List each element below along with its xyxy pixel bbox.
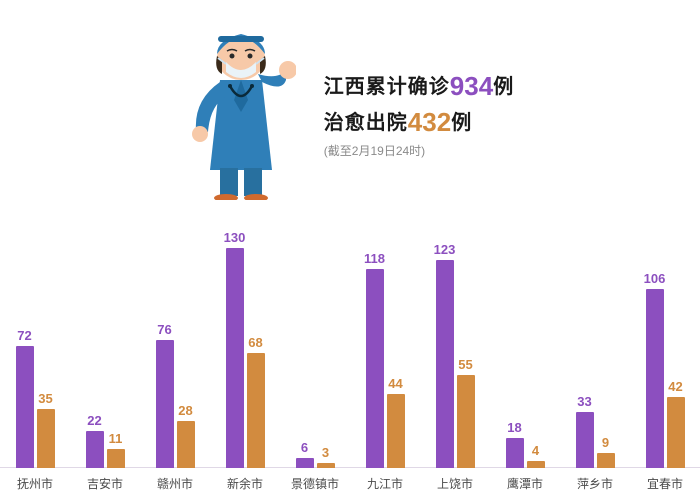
cured-value-label: 55 [458,357,472,372]
cured-value-label: 42 [668,379,682,394]
x-axis-label: 新余市 [227,475,263,492]
bar-group: 10642宜春市 [630,220,700,468]
cured-bar: 68 [247,353,265,468]
bar-group: 63景德镇市 [280,220,350,468]
cured-value-label: 28 [178,403,192,418]
cured-bar: 44 [387,394,405,468]
cured-value-label: 3 [322,445,329,460]
cured-value-label: 11 [109,431,123,446]
confirmed-bar: 76 [156,340,174,468]
confirmed-bar: 22 [86,431,104,468]
confirmed-bar: 72 [16,346,34,468]
cured-number: 432 [408,107,451,137]
confirmed-bar: 6 [296,458,314,468]
date-note: (截至2月19日24时) [324,142,514,159]
cured-bar: 11 [107,449,125,468]
cured-value-label: 35 [38,391,52,406]
doctor-illustration [186,20,296,200]
cured-unit: 例 [451,112,472,134]
x-axis-label: 吉安市 [87,475,123,492]
x-axis-label: 九江市 [367,475,403,492]
bar-group: 7235抚州市 [0,220,70,468]
bar-group: 2211吉安市 [70,220,140,468]
bar-group: 13068新余市 [210,220,280,468]
bar-group: 339萍乡市 [560,220,630,468]
cured-bar: 28 [177,421,195,468]
confirmed-bar: 18 [506,438,524,468]
confirmed-value-label: 76 [157,322,171,337]
confirmed-label: 江西累计确诊 [324,76,450,98]
x-axis-label: 鹰潭市 [507,475,543,492]
x-axis-label: 萍乡市 [577,475,613,492]
x-axis-label: 宜春市 [647,475,683,492]
x-axis-label: 上饶市 [437,475,473,492]
confirmed-value-label: 118 [364,251,385,266]
cured-bar: 3 [317,463,335,468]
cured-bar: 42 [667,397,685,468]
headline: 江西累计确诊934例 治愈出院432例 (截至2月19日24时) [324,20,514,159]
confirmed-value-label: 18 [507,420,521,435]
header: 江西累计确诊934例 治愈出院432例 (截至2月19日24时) [0,20,700,220]
confirmed-value-label: 72 [17,328,31,343]
cured-value-label: 4 [532,443,539,458]
confirmed-value-label: 130 [224,230,246,245]
confirmed-unit: 例 [493,76,514,98]
confirmed-value-label: 33 [577,394,591,409]
x-axis-label: 赣州市 [157,475,193,492]
cured-value-label: 44 [388,376,402,391]
cured-label: 治愈出院 [324,112,408,134]
cured-bar: 35 [37,409,55,468]
confirmed-bar: 118 [366,269,384,468]
confirmed-bar: 123 [436,260,454,468]
confirmed-value-label: 22 [87,413,101,428]
confirmed-value-label: 106 [644,271,666,286]
x-axis-label: 抚州市 [17,475,53,492]
confirmed-value-label: 123 [434,242,456,257]
bar-group: 184鹰潭市 [490,220,560,468]
cured-line: 治愈出院432例 [324,106,514,138]
confirmed-bar: 33 [576,412,594,468]
bar-group: 11844九江市 [350,220,420,468]
cured-bar: 4 [527,461,545,468]
city-bar-chart: 7235抚州市2211吉安市7628赣州市13068新余市63景德镇市11844… [0,220,700,500]
bar-group: 12355上饶市 [420,220,490,468]
confirmed-value-label: 6 [301,440,308,455]
cured-value-label: 9 [602,435,609,450]
bar-group: 7628赣州市 [140,220,210,468]
cured-bar: 9 [597,453,615,468]
confirmed-number: 934 [450,71,493,101]
confirmed-line: 江西累计确诊934例 [324,70,514,102]
confirmed-bar: 106 [646,289,664,468]
cured-bar: 55 [457,375,475,468]
confirmed-bar: 130 [226,248,244,468]
x-axis-label: 景德镇市 [291,475,339,492]
cured-value-label: 68 [248,335,262,350]
